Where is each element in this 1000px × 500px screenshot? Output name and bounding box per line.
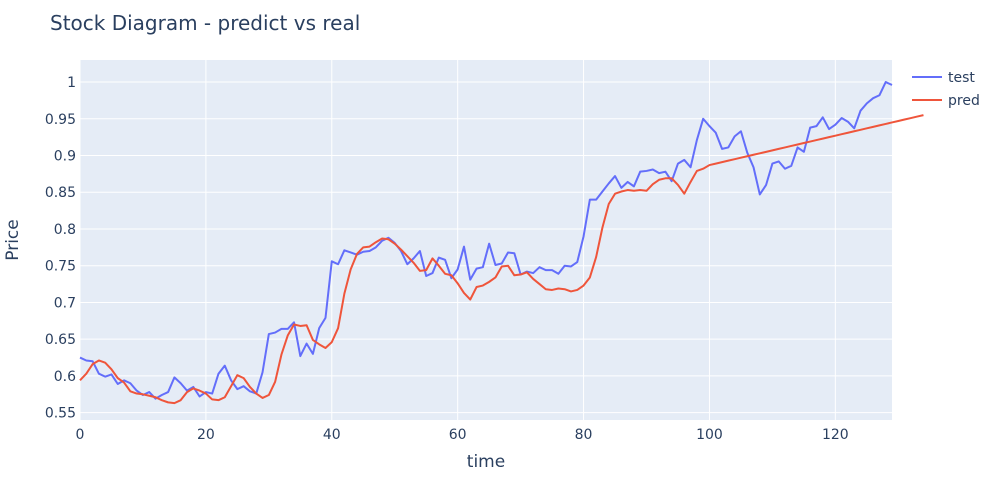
y-tick-label: 0.7 (54, 295, 76, 311)
x-tick-label: 20 (197, 427, 215, 443)
y-tick-label: 1 (67, 75, 76, 91)
x-tick-label: 120 (822, 427, 849, 443)
legend-label-test: test (948, 70, 975, 86)
x-tick-label: 80 (575, 427, 593, 443)
x-tick-label: 40 (323, 427, 341, 443)
y-tick-label: 0.65 (45, 332, 76, 348)
y-tick-label: 0.85 (45, 185, 76, 201)
series-line-test (79, 81, 893, 400)
tick-layer: 0 20 40 60 80 100 120 0.55 0.6 0.65 0.7 0.75 0.8 0.85… (45, 75, 849, 443)
series-layer (79, 81, 924, 405)
y-axis-title: Price (3, 219, 23, 260)
y-tick-label: 0.55 (45, 406, 76, 422)
y-tick-label: 0.95 (45, 112, 76, 128)
legend: test pred (912, 70, 980, 109)
y-tick-label: 0.8 (54, 222, 76, 238)
series-line-pred (79, 114, 924, 405)
grid-layer (79, 60, 892, 420)
chart-title: Stock Diagram - predict vs real (50, 11, 360, 35)
x-axis-title: time (467, 452, 505, 472)
y-tick-label: 0.9 (54, 149, 76, 165)
legend-label-pred: pred (948, 93, 980, 109)
y-tick-label: 0.75 (45, 259, 76, 275)
y-tick-label: 0.6 (54, 369, 76, 385)
x-tick-label: 60 (449, 427, 467, 443)
x-tick-label: 100 (696, 427, 723, 443)
x-tick-label: 0 (76, 427, 85, 443)
plot-area (80, 60, 892, 420)
